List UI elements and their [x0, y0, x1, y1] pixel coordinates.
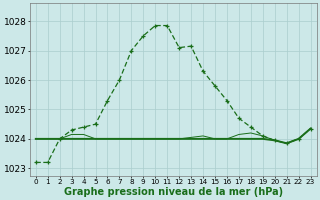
X-axis label: Graphe pression niveau de la mer (hPa): Graphe pression niveau de la mer (hPa)	[64, 187, 283, 197]
